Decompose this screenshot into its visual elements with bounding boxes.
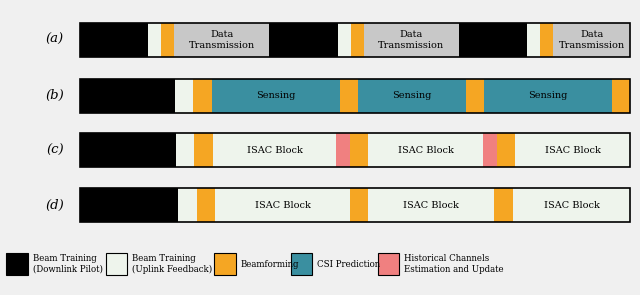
Bar <box>494 188 513 222</box>
Bar <box>497 133 515 168</box>
Text: Sensing: Sensing <box>392 91 431 100</box>
Text: (d): (d) <box>45 199 64 212</box>
Bar <box>80 23 148 57</box>
Bar <box>369 188 494 222</box>
Bar <box>515 133 630 168</box>
Bar <box>80 188 630 222</box>
Bar <box>358 79 466 113</box>
Bar <box>176 133 195 168</box>
Bar <box>175 23 269 57</box>
Bar <box>80 133 630 168</box>
Text: (c): (c) <box>46 144 64 157</box>
Bar <box>161 23 175 57</box>
Bar <box>350 133 368 168</box>
Text: Sensing: Sensing <box>529 91 568 100</box>
Bar <box>80 133 630 168</box>
Bar <box>212 79 340 113</box>
Bar <box>214 253 236 275</box>
Text: Historical Channels
Estimation and Update: Historical Channels Estimation and Updat… <box>404 254 504 274</box>
Bar <box>195 133 212 168</box>
Text: Data
Transmission: Data Transmission <box>189 30 255 50</box>
Bar <box>368 133 483 168</box>
Bar <box>193 79 212 113</box>
Bar <box>80 188 630 222</box>
Bar <box>337 133 350 168</box>
Bar <box>148 23 161 57</box>
Bar <box>513 188 630 222</box>
Text: (a): (a) <box>46 33 64 46</box>
Bar <box>106 253 127 275</box>
Bar <box>80 188 178 222</box>
Text: (b): (b) <box>45 89 64 102</box>
Bar <box>291 253 312 275</box>
Bar <box>466 79 484 113</box>
Bar <box>215 188 349 222</box>
Text: Beam Training
(Downlink Pilot): Beam Training (Downlink Pilot) <box>33 254 102 274</box>
Text: Beamforming: Beamforming <box>241 260 299 268</box>
Text: Data
Transmission: Data Transmission <box>559 30 625 50</box>
Bar <box>338 23 351 57</box>
Bar <box>80 79 630 113</box>
Bar <box>80 133 176 168</box>
Bar <box>378 253 399 275</box>
Text: ISAC Block: ISAC Block <box>398 146 454 155</box>
Bar <box>540 23 553 57</box>
Bar <box>340 79 358 113</box>
Text: CSI Prediction: CSI Prediction <box>317 260 381 268</box>
Bar <box>527 23 540 57</box>
Bar <box>612 79 630 113</box>
Text: ISAC Block: ISAC Block <box>545 146 601 155</box>
Bar <box>269 23 338 57</box>
Bar <box>364 23 459 57</box>
Text: Beam Training
(Uplink Feedback): Beam Training (Uplink Feedback) <box>132 254 212 274</box>
Bar <box>553 23 630 57</box>
Bar <box>80 79 630 113</box>
Bar <box>212 133 337 168</box>
Text: ISAC Block: ISAC Block <box>255 201 310 209</box>
Bar <box>196 188 215 222</box>
Bar <box>80 23 630 57</box>
Bar <box>484 79 612 113</box>
Bar <box>6 253 28 275</box>
Bar <box>349 188 369 222</box>
Bar <box>483 133 497 168</box>
Text: ISAC Block: ISAC Block <box>403 201 460 209</box>
Bar <box>80 23 630 57</box>
Text: Data
Transmission: Data Transmission <box>378 30 444 50</box>
Text: ISAC Block: ISAC Block <box>544 201 600 209</box>
Bar <box>351 23 364 57</box>
Bar <box>80 79 175 113</box>
Text: ISAC Block: ISAC Block <box>246 146 303 155</box>
Bar <box>459 23 527 57</box>
Bar <box>178 188 196 222</box>
Bar <box>175 79 193 113</box>
Text: Sensing: Sensing <box>256 91 296 100</box>
